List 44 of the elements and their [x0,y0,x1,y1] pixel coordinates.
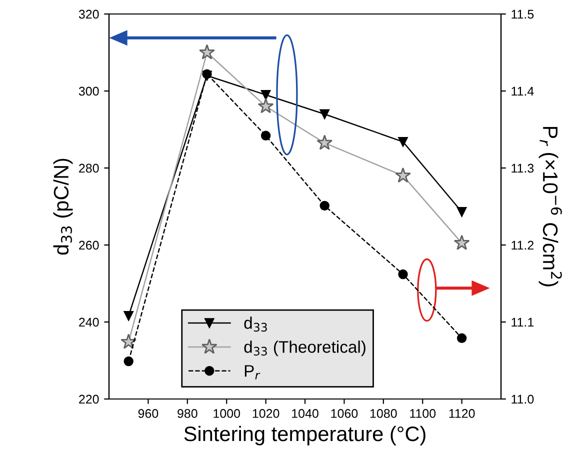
x-tick-label: 960 [138,409,158,418]
x-tick-label: 1100 [410,409,436,418]
y2-tick-label: 11.1 [512,318,534,327]
y-tick-label: 300 [78,86,99,96]
point [120,334,137,349]
legend-label: d$_{33}$ (Theoretical) [244,340,366,356]
x-tick-label: 1000 [214,409,240,418]
y-tick-label: 280 [79,164,99,173]
point [398,136,408,147]
point [199,44,215,60]
point [258,98,274,114]
y2-tick-label: 11.0 [512,394,534,404]
y-tick-label: 320 [78,10,99,19]
x-tick-label: 980 [178,409,198,418]
y-tick-label: 260 [79,240,99,250]
point [320,109,330,119]
legend-label: d$_{33}$ [244,316,267,332]
y-tick-label: 240 [79,318,99,327]
y2-axis-title: P$_{r}$ (×10$^{−6}$ C/cm$^{2}$) [538,126,562,286]
x-tick-label: 1060 [331,409,358,418]
point [395,167,411,183]
point [454,234,470,250]
point [320,200,330,211]
y2-tick-label: 11.3 [512,164,534,173]
x-axis-title: Sintering temperature (°C) [184,426,426,446]
point [260,130,271,141]
point [202,69,212,79]
x-tick-label: 1120 [449,409,475,418]
point [456,333,467,344]
x-tick-label: 1020 [252,409,280,418]
x-tick-label: 1040 [292,409,318,418]
point [124,356,134,366]
y2-tick-label: 11.2 [512,240,534,250]
y-axis-title: d$_{33}$ (pC/N) [53,158,73,255]
y2-tick-label: 11.4 [512,86,534,96]
point [260,90,271,100]
x-tick-label: 1080 [370,409,397,418]
point [456,207,467,217]
point [316,134,333,150]
point [124,310,134,321]
point [398,269,408,280]
y2-tick-label: 11.5 [512,10,534,19]
legend-label: P$_{r}$ [244,365,260,380]
y-tick-label: 220 [79,394,99,404]
